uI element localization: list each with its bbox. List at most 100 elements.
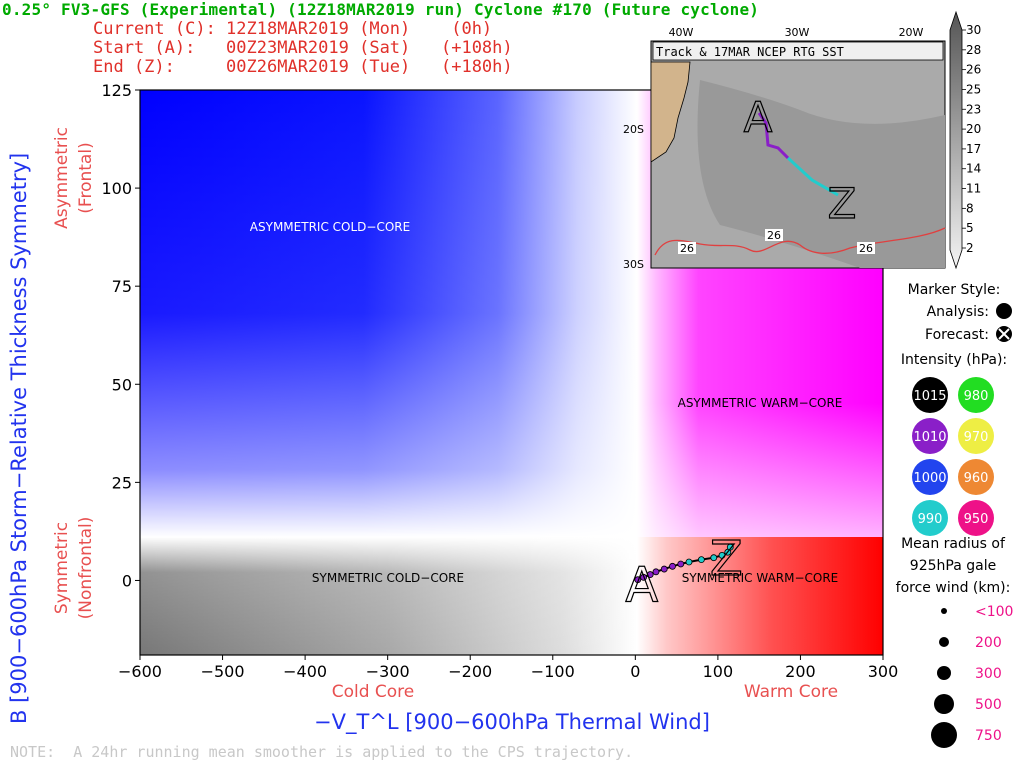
y-upper-label-1: Asymmetric: [52, 127, 72, 229]
inset-lon-20w: 20W: [899, 26, 924, 39]
inset-map: Track & 17MAR NCEP RTG SST 40W 30W 20W 2…: [623, 26, 946, 271]
legend-marker-style-title: Marker Style:: [908, 282, 1001, 298]
sst-colorbar: 30 28 26 25 23 20 17 14 11 8 5 2: [949, 10, 981, 270]
radius-label: 750: [975, 728, 1002, 744]
plot-frame: [139, 89, 884, 656]
region-sym-cold: SYMMETRIC COLD−CORE: [312, 571, 464, 585]
radius-swatch: [937, 666, 951, 680]
colorbar-label: 20: [966, 122, 981, 136]
x-cold-label: Cold Core: [332, 682, 415, 702]
colorbar-label: 2: [966, 241, 974, 255]
trajectory-point: [634, 576, 642, 584]
trajectory-end-label: Z: [710, 531, 743, 587]
colorbar-label: 8: [966, 201, 974, 215]
legend-intensity-title: Intensity (hPa):: [901, 352, 1007, 368]
x-tick-label: 0: [630, 662, 640, 681]
x-tick-label: −100: [531, 662, 575, 681]
legend-radius-title-1: Mean radius of: [901, 536, 1006, 552]
colorbar-label: 28: [966, 43, 981, 57]
radius-label: 200: [975, 635, 1002, 651]
x-axis-ticks: −600 −500 −400 −300 −200 −100 0 100 200 300: [118, 655, 898, 681]
radius-swatch: [934, 694, 954, 714]
inset-track-end-label: Z: [828, 179, 857, 228]
intensity-swatch: [958, 418, 994, 454]
intensity-swatch: [912, 377, 948, 413]
inset-lon-30w: 30W: [785, 26, 810, 39]
header-start: Start (A): 00Z23MAR2019 (Sat) (+108h): [93, 38, 513, 58]
colorbar-label: 5: [966, 221, 974, 235]
radius-label: <100: [975, 604, 1013, 620]
trajectory-point: [660, 565, 668, 573]
trajectory-point: [669, 562, 676, 570]
trajectory-point: [685, 558, 693, 566]
colorbar-label: 25: [966, 82, 981, 96]
radius-label: 500: [975, 697, 1002, 713]
radius-swatch: [939, 637, 949, 647]
x-tick-label: −300: [366, 662, 410, 681]
land-mass: [650, 61, 691, 163]
trajectory-point: [697, 556, 705, 564]
x-tick-label: −500: [201, 662, 245, 681]
inset-lon-40w: 40W: [669, 26, 694, 39]
analysis-marker: [996, 303, 1012, 319]
forecast-marker: [996, 326, 1012, 342]
intensity-label: 970: [964, 430, 989, 445]
sst-label-2: 26: [767, 229, 781, 242]
intensity-swatch: [958, 377, 994, 413]
inset-track-purple: [757, 112, 790, 160]
colorbar-label: 30: [966, 23, 981, 37]
colorbar-label: 26: [966, 63, 981, 77]
x-tick-label: 200: [785, 662, 816, 681]
footnote: NOTE: A 24hr running mean smoother is ap…: [10, 743, 634, 761]
y-tick-label: 100: [101, 179, 132, 198]
intensity-label: 1015: [913, 389, 946, 404]
legend-radius-title-3: force wind (km):: [896, 580, 1011, 596]
x-warm-label: Warm Core: [744, 682, 838, 702]
colorbar-label: 17: [966, 142, 981, 156]
intensity-swatch: [958, 459, 994, 495]
y-axis-ticks: 0 25 50 75 100 125: [101, 81, 140, 590]
intensity-label: 1010: [913, 430, 946, 445]
intensity-swatch: [912, 418, 948, 454]
radius-swatch: [931, 722, 957, 748]
x-tick-label: 300: [868, 662, 899, 681]
y-tick-label: 0: [122, 571, 132, 590]
y-axis-label: B [900−600hPa Storm−Relative Thickness S…: [7, 153, 31, 724]
chart-title: 0.25° FV3-GFS (Experimental) (12Z18MAR20…: [2, 0, 760, 19]
intensity-label: 960: [964, 471, 989, 486]
y-tick-label: 75: [112, 277, 132, 296]
trajectory-point: [646, 571, 654, 578]
colorbar-label: 14: [966, 162, 981, 176]
region-asym-cold: ASYMMETRIC COLD−CORE: [250, 220, 410, 234]
x-tick-label: 100: [703, 662, 734, 681]
y-lower-label-2: (Nonfrontal): [76, 517, 96, 620]
trajectory-point: [718, 551, 726, 559]
legend-analysis: Analysis:: [927, 304, 989, 320]
x-tick-label: −200: [448, 662, 492, 681]
inset-lat-30s: 30S: [623, 258, 644, 271]
x-tick-label: −600: [118, 662, 162, 681]
colorbar-label: 11: [966, 182, 981, 196]
header-current: Current (C): 12Z18MAR2019 (Mon) (0h): [93, 19, 493, 39]
y-tick-label: 50: [112, 375, 132, 394]
trajectory-point: [726, 543, 734, 551]
y-tick-label: 25: [112, 473, 132, 492]
sst-label-1: 26: [680, 242, 694, 255]
intensity-swatch: [912, 500, 948, 536]
header-end: End (Z): 00Z26MAR2019 (Tue) (+180h): [93, 57, 513, 77]
intensity-swatch: [912, 459, 948, 495]
y-upper-label-2: (Frontal): [76, 142, 96, 213]
trajectory-point: [710, 554, 718, 562]
radius-label: 300: [975, 666, 1002, 682]
trajectory-point: [640, 573, 647, 581]
inset-track-start-label: A: [744, 93, 773, 142]
legend: Marker Style: Analysis: Forecast: Intens…: [896, 282, 1013, 748]
inset-lat-20s: 20S: [623, 123, 644, 136]
inset-track-cyan: [786, 156, 839, 197]
x-tick-label: −400: [283, 662, 327, 681]
intensity-label: 1000: [913, 471, 946, 486]
sst-label-3: 26: [859, 242, 873, 255]
y-lower-label-1: Symmetric: [52, 522, 72, 614]
trajectory-point: [652, 568, 660, 576]
